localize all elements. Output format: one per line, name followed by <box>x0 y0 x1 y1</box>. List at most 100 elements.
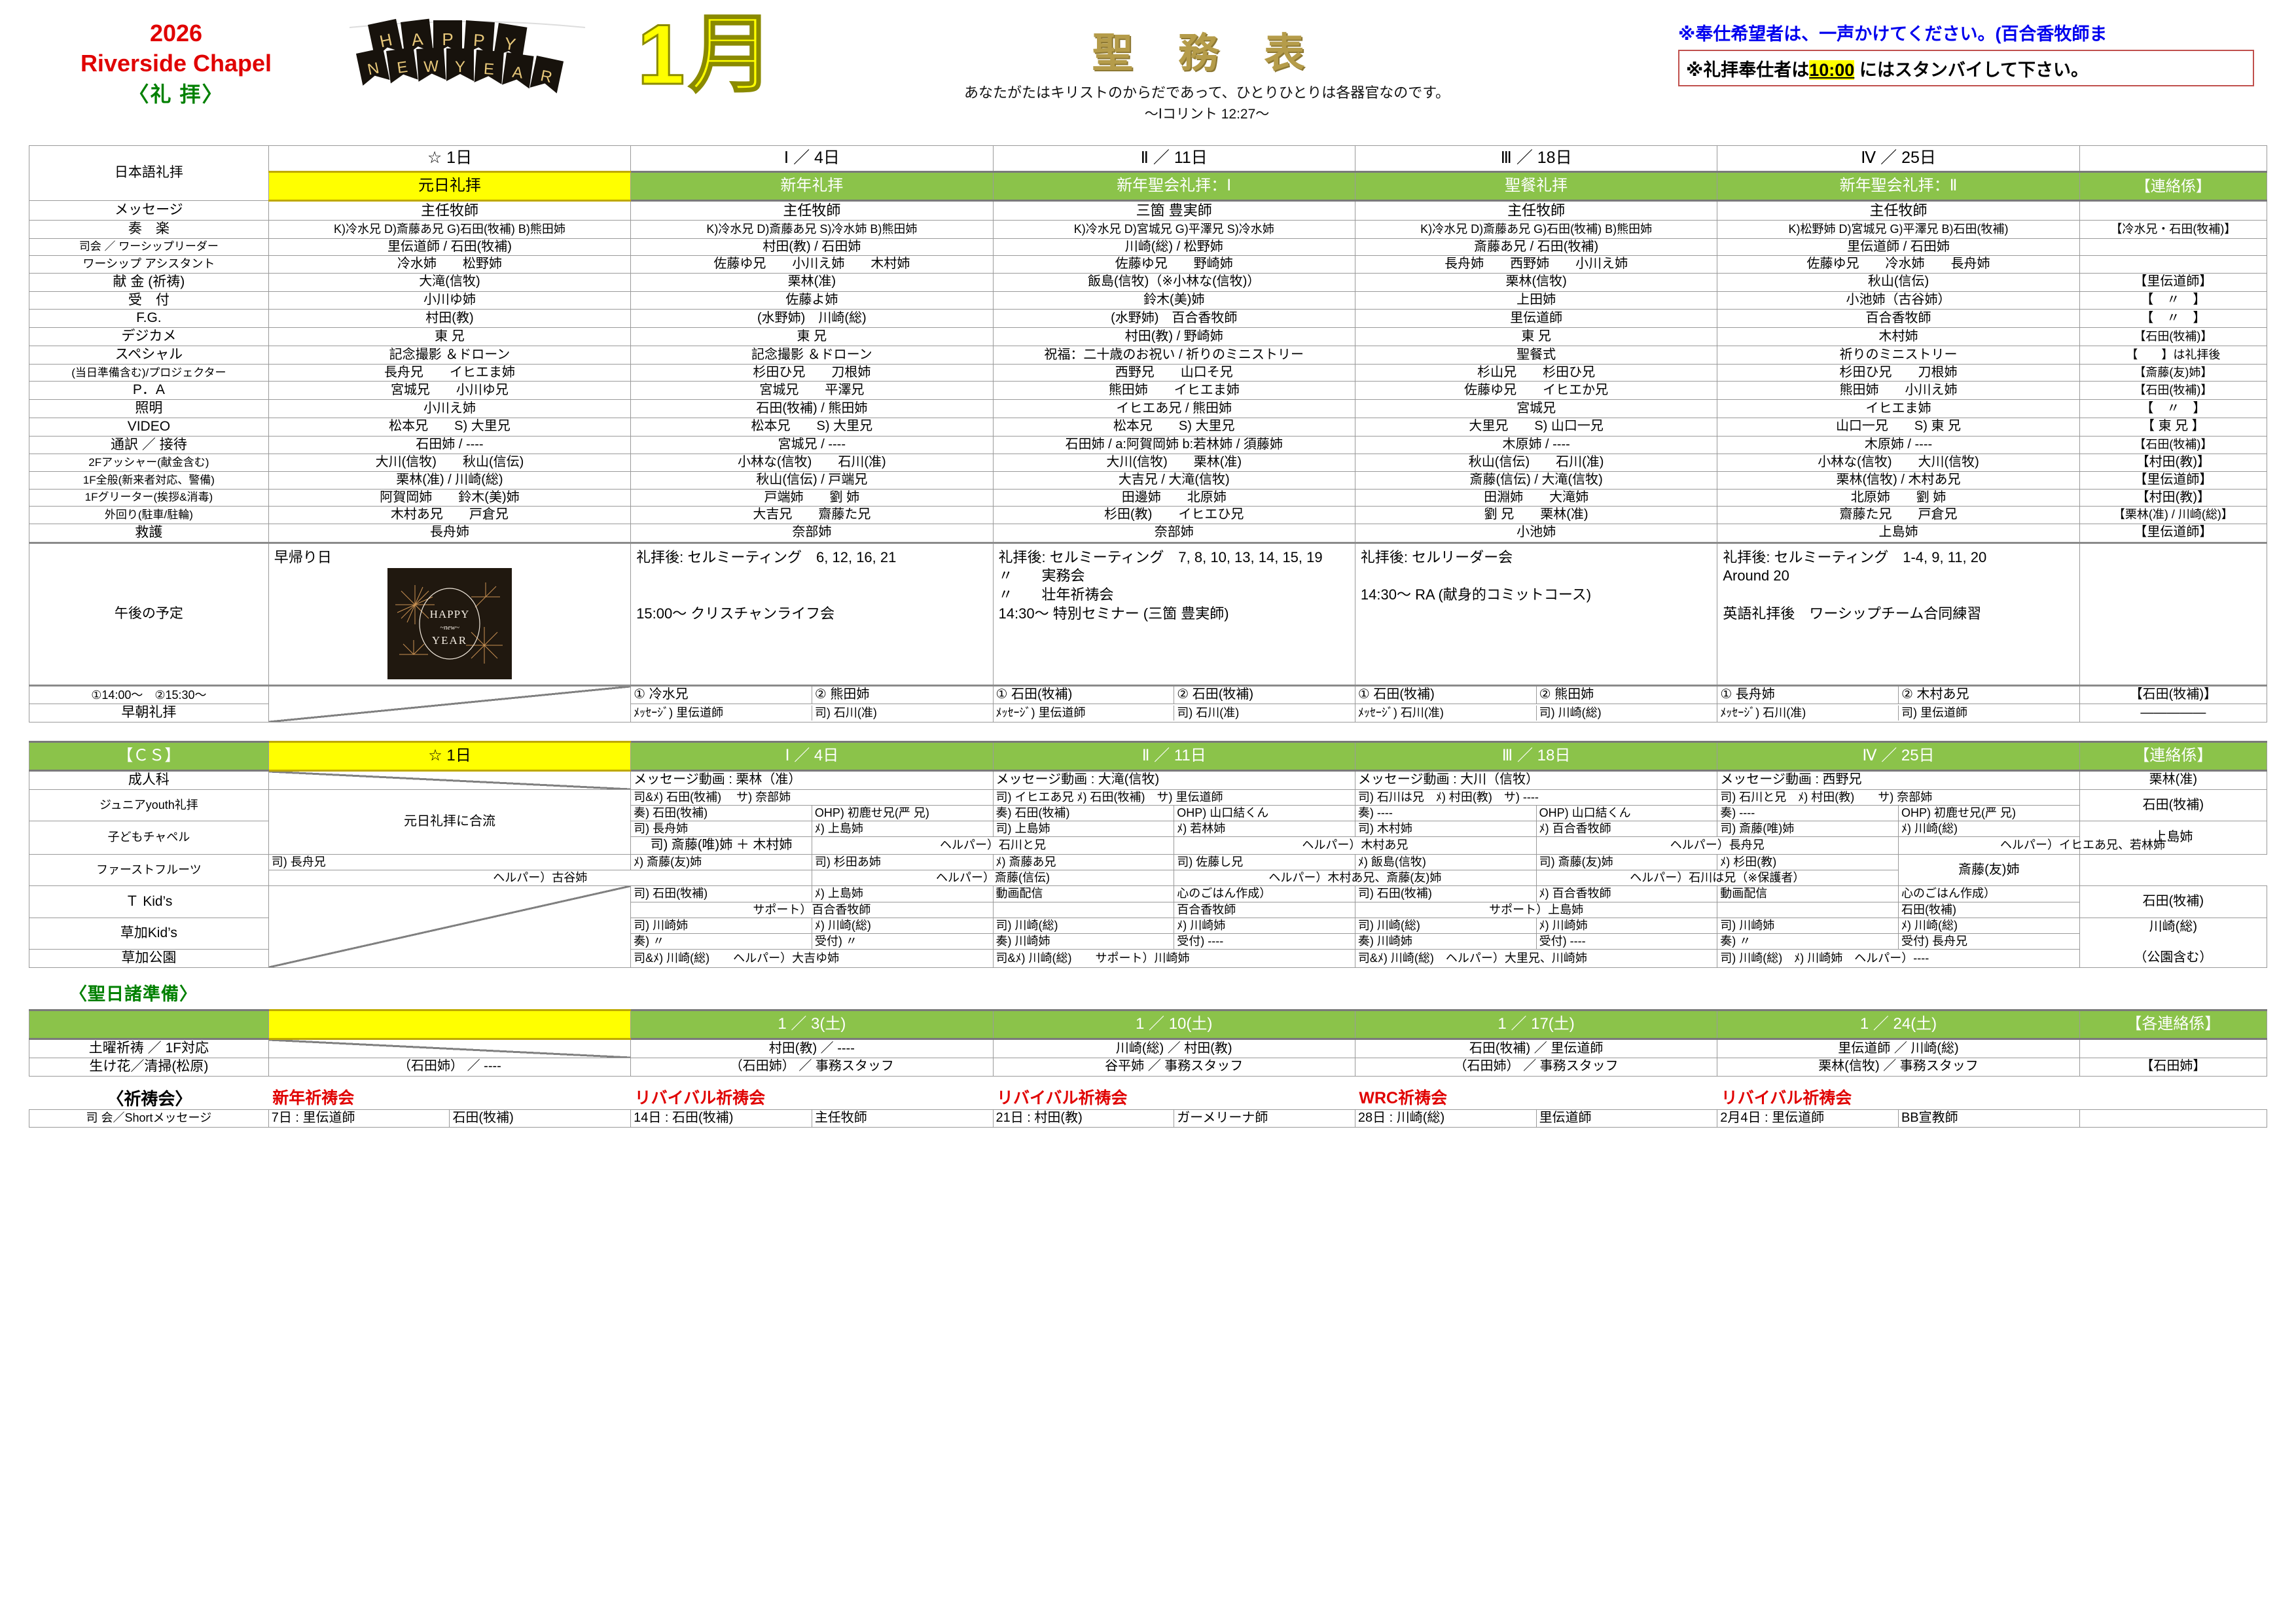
worship-contact-header: 【連絡係】 <box>2079 171 2268 202</box>
afternoon-line <box>636 586 987 603</box>
cs-chapel-helper-cell: ヘルパー）イヒエあ兄、若林姉 <box>1897 836 2268 855</box>
prep-date-header: 1 ／ 10(土) <box>992 1009 1355 1041</box>
cs-sokakids-message-cell: ﾒ) 川崎(総) <box>1897 917 2080 935</box>
worship-cell: 東 兄 <box>1354 327 1718 346</box>
worship-cell: 木村あ兄 戸倉兄 <box>268 506 632 524</box>
early-leader-person: 司) 石川(准) <box>814 705 877 719</box>
worship-contact-cell: 【石田(牧補)】 <box>2079 327 2268 346</box>
cs-chapel-leader-cell: 司) 木村姉 <box>1354 821 1537 838</box>
worship-cell: K)松野姉 D)宮城兄 G)平澤兄 B)石田(牧補) <box>1717 219 2080 239</box>
cs-firstfruits-row-a: ファーストフルーツ 司) 長舟兄 ﾒ) 斎藤(友)姉 司) 杉田あ姉 ﾒ) 斎藤あ兄 司)… <box>29 853 2267 887</box>
standby-time: 10:00 <box>1809 60 1855 80</box>
worship-cell: 熊田姉 イヒエま姉 <box>992 381 1355 401</box>
afternoon-cell-day1: 早帰り日 HAPPY ~new~ YEAR <box>268 541 632 687</box>
cs-sokapark-cell: 司&ﾒ) 川崎(総) サポート）川崎姉 <box>992 949 1355 969</box>
cs-date-header: Ⅲ ／ 18日 <box>1354 740 1718 772</box>
worship-row-label: 1Fグリーター(挨拶&消毒) <box>29 488 269 507</box>
worship-row: 1Fグリーター(挨拶&消毒) 阿賀岡姉 鈴木(美)姉 戸端姉 劉 姉田邊姉 北原姉田… <box>29 488 2268 507</box>
worship-row: メッセージ 主任牧師 主任牧師 三箇 豊実師 主任牧師 主任牧師 <box>29 200 2268 221</box>
worship-cell: 戸端姉 劉 姉 <box>630 488 994 507</box>
cs-row-label-sokakids: 草加Kid’s <box>29 917 269 950</box>
afternoon-line: 〃 実務会 <box>998 567 1085 584</box>
worship-cell: 田邊姉 北原姉 <box>992 488 1355 507</box>
worship-cell: 栗林(准) <box>630 272 994 292</box>
afternoon-cell: 礼拝後: セルリーダー会 14:30〜 RA (献身的コミットコース) <box>1354 541 1718 687</box>
worship-cell: 佐藤よ姉 <box>630 291 994 310</box>
prep-contact-cell: 【石田姉】 <box>2079 1057 2268 1077</box>
worship-contact-cell <box>2079 255 2268 274</box>
worship-schedule-table: 日本語礼拝 ☆ 1日 Ⅰ ／ 4日 Ⅱ ／ 11日 Ⅲ ／ 18日 Ⅳ ／ 25日 元日礼拝… <box>29 145 2268 722</box>
cs-ff-leader-cell: 司) 長舟兄 <box>268 853 632 871</box>
prep-row-label: 生け花／清掃(松原) <box>29 1057 269 1077</box>
cs-row-label-chapel: 子どもチャペル <box>29 821 269 855</box>
worship-row-label: 奏 楽 <box>29 219 269 239</box>
cs-row-label-sokapark: 草加公園 <box>29 949 269 969</box>
prep-empty-diagonal <box>268 1039 632 1058</box>
prayer-title-spacer <box>2079 1088 2267 1110</box>
cs-junior-leader-cell: 司) 石川は兄 ﾒ) 村田(教) サ) ---- <box>1354 789 1718 806</box>
cs-sokapark-cell: 司&ﾒ) 川崎(総) ヘルパー）大吉ゆ姉 <box>630 949 994 969</box>
afternoon-line <box>1723 586 2073 603</box>
afternoon-line: 15:00〜 クリスチャンライフ会 <box>636 605 835 622</box>
afternoon-cell: 礼拝後: セルミーティング 7, 8, 10, 13, 14, 15, 19 〃 … <box>992 541 1355 687</box>
worship-cell: 百合香牧師 <box>1717 309 2080 329</box>
worship-row-label: F.G. <box>29 309 269 329</box>
worship-cell: 秋山(信伝) / 戸端兄 <box>630 471 994 490</box>
afternoon-line: 14:30〜 RA (献身的コミットコース) <box>1360 586 1592 603</box>
prep-date-header: 1 ／ 3(土) <box>630 1009 994 1041</box>
afternoon-line: 英語礼拝後 ワーシップチーム合同練習 <box>1723 605 1982 622</box>
worship-row: F.G. 村田(教) (水野姉) 川崎(総) (水野姉) 百合香牧師 里伝道師 百合香牧師… <box>29 309 2268 329</box>
worship-date-header-row: 日本語礼拝 ☆ 1日 Ⅰ ／ 4日 Ⅱ ／ 11日 Ⅲ ／ 18日 Ⅳ ／ 25日 <box>29 145 2268 201</box>
worship-row: VIDEO 松本兄 S) 大里兄 松本兄 S) 大里兄 松本兄 S) 大里兄 大里兄 S… <box>29 417 2268 437</box>
prayer-section-title: 〈祈祷会〉 <box>107 1088 192 1109</box>
cs-tkids-message-cell: ﾒ) 百合香牧師 <box>1535 885 1718 902</box>
prep-section-title: 〈聖日諸準備〉 <box>69 984 198 1005</box>
cs-ff-message-cell: ﾒ) 飯島(信牧) <box>1354 853 1537 871</box>
early-slot-second: ② 木村あ兄 <box>1901 687 1969 702</box>
afternoon-line: 礼拝後: セルミーティング 6, 12, 16, 21 <box>636 548 897 565</box>
worship-cell: 小林な(信牧) 大川(信牧) <box>1717 454 2080 472</box>
svg-text:A: A <box>511 63 524 82</box>
worship-row: 受 付小川ゆ姉 佐藤よ姉 鈴木(美)姉 上田姉 小池姉（古谷姉）【 〃 】 <box>29 291 2268 310</box>
worship-row-label: 司会 ／ ワーシップリーダー <box>29 238 269 257</box>
worship-cell: 松本兄 S) 大里兄 <box>268 417 632 437</box>
svg-text:E: E <box>483 60 495 79</box>
worship-cell: 熊田姉 小川え姉 <box>1717 381 2080 401</box>
early-slot-first: ① 石田(牧補) <box>1355 687 1537 704</box>
svg-text:R: R <box>539 67 554 86</box>
worship-cell: K)冷水兄 D)斎藤あ兄 S)冷水姉 B)熊田姉 <box>630 219 994 239</box>
worship-contact-cell: 【村田(教)】 <box>2079 454 2268 472</box>
worship-cell: 斎藤(信伝) / 大滝(信牧) <box>1354 471 1718 490</box>
worship-row-label: 通訳 ／ 接待 <box>29 435 269 455</box>
worship-cell: 祝福：二十歳のお祝い / 祈りのミニストリー <box>992 345 1355 365</box>
cs-header-row: 【ＣＳ】 ☆ 1日 Ⅰ ／ 4日 Ⅱ ／ 11日 Ⅲ ／ 18日 Ⅳ ／ 25日 【連絡係】 <box>29 740 2268 772</box>
worship-contact-cell: 【 〃 】 <box>2079 291 2268 310</box>
cs-adult-row: 成人科 メッセージ動画 : 栗林（准） メッセージ動画 : 大滝(信牧) メッセージ動… <box>29 770 2268 790</box>
worship-contact-cell: 【栗林(准) / 川崎(総)】 <box>2079 506 2268 524</box>
cs-chapel-leader-cell: 司) 長舟姉 <box>630 821 812 838</box>
worship-cell: 秋山(信伝) 石川(准) <box>1354 454 1718 472</box>
worship-cell: 宮城兄 小川ゆ兄 <box>268 381 632 401</box>
worship-date-header: Ⅲ ／ 18日 <box>1354 145 1718 172</box>
worship-cell: 佐藤ゆ兄 野崎姉 <box>992 255 1355 274</box>
worship-service-name-row: 元日礼拝 新年礼拝 新年聖会礼拝：Ⅰ 聖餐礼拝 新年聖会礼拝：Ⅱ 【連絡係】 <box>29 171 2268 202</box>
prep-contact-cell <box>2079 1039 2268 1058</box>
cs-sokakids-message-cell: ﾒ) 川崎姉 <box>1535 917 1718 935</box>
prayer-speaker: 里伝道師 <box>1535 1109 1718 1128</box>
cs-chapel-newyear-note: 司) 斎藤(唯)姉 ＋ 木村姉 <box>630 836 812 855</box>
worship-cell: 長舟姉 西野姉 小川え姉 <box>1354 255 1718 274</box>
worship-cell: 小池姉（古谷姉） <box>1717 291 2080 310</box>
cs-chapel-leader-cell: 司) 斎藤(唯)姉 <box>1717 821 1899 838</box>
cs-ff-leader-cell: 司) 杉田あ姉 <box>811 853 994 871</box>
page-header: 2026 Riverside Chapel 〈礼 拝〉 H A P P Y N <box>29 0 2267 145</box>
cs-sokakids-contact: 川崎(総) （公園含む） <box>2079 917 2268 969</box>
worship-cell: 石田姉 / ---- <box>268 435 632 455</box>
worship-date-header: Ⅰ ／ 4日 <box>630 145 994 172</box>
early-leader-person: 司) 里伝道師 <box>1901 705 1967 719</box>
cs-sokakids-music-cell: 奏) 〃 <box>1717 933 1899 950</box>
cs-ff-message-cell: ﾒ) 斎藤(友)姉 <box>630 853 812 871</box>
worship-cell: 木原姉 / ---- <box>1354 435 1718 455</box>
cs-ff-helper-cell: ヘルパー）斎藤(信伝) <box>811 870 1175 887</box>
svg-text:Y: Y <box>503 33 517 54</box>
svg-text:~new~: ~new~ <box>440 624 459 632</box>
